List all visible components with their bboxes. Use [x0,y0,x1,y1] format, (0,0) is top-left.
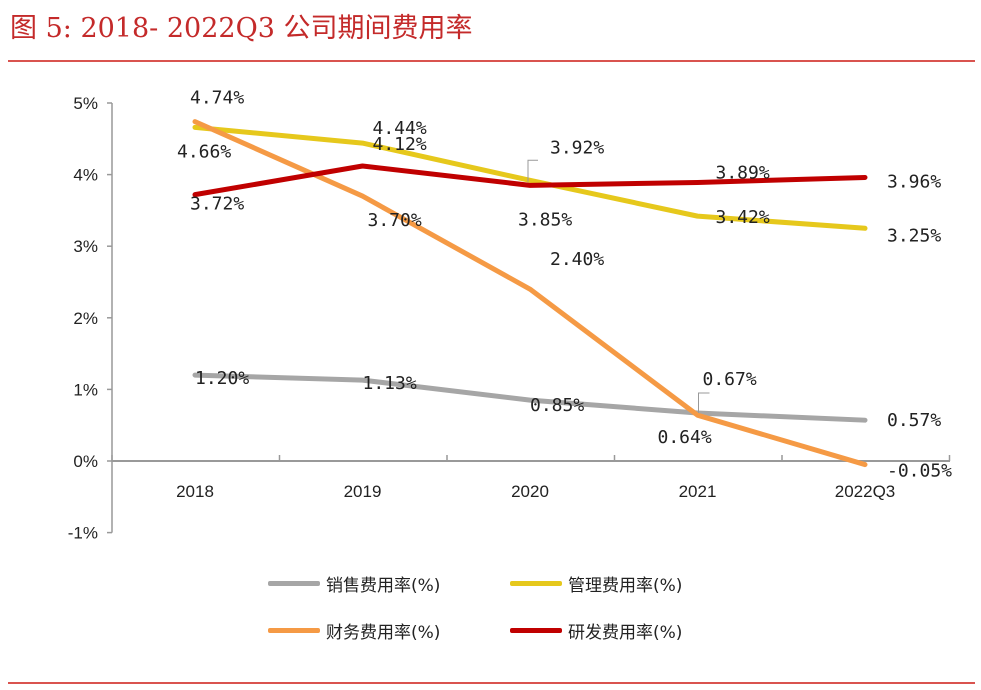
x-tick-label: 2021 [679,482,717,501]
legend-item-sales: 销售费用率(%) [268,571,440,596]
data-label: 1.20% [195,368,249,389]
data-label: 4.74% [190,88,244,109]
legend-swatch [268,628,320,633]
y-tick-label: 4% [73,166,98,185]
data-label: 0.57% [887,410,941,431]
y-tick-label: 2% [73,309,98,328]
data-label: 3.89% [716,162,770,183]
bottom-divider [8,682,975,684]
legend-item-admin: 管理费用率(%) [510,571,682,596]
data-label: 3.92% [550,137,604,158]
x-tick-label: 2018 [176,482,214,501]
y-tick-label: 5% [73,94,98,113]
legend-label: 财务费用率(%) [326,623,441,643]
legend-swatch [510,581,562,586]
data-label: 1.13% [363,373,417,394]
x-tick-label: 2022Q3 [835,482,896,501]
data-label: 2.40% [550,249,604,270]
data-label: 0.64% [658,427,712,448]
legend-item-rd: 研发费用率(%) [510,618,682,643]
leader-line [527,159,538,182]
data-label: 4.66% [177,141,231,162]
data-label: -0.05% [887,461,952,482]
data-label: 4.12% [373,134,427,155]
data-label: 0.67% [703,369,757,390]
y-tick-label: -1% [68,524,98,543]
legend-item-finance: 财务费用率(%) [268,618,440,643]
leader-line [698,392,710,414]
legend-swatch [510,628,562,633]
data-label: 3.25% [887,225,941,246]
data-label: 3.70% [368,210,422,231]
y-tick-label: 3% [73,237,98,256]
x-tick-label: 2019 [344,482,382,501]
data-label: 3.72% [190,194,244,215]
legend-label: 研发费用率(%) [568,623,683,643]
title-divider [8,60,975,62]
legend-swatch [268,581,320,586]
data-label: 3.96% [887,171,941,192]
data-label: 4.44% [373,118,427,139]
x-tick-label: 2020 [511,482,549,501]
data-label: 3.42% [716,207,770,228]
data-label: 0.85% [530,395,584,416]
legend-label: 销售费用率(%) [326,576,441,596]
data-label: 3.85% [518,209,572,230]
legend-label: 管理费用率(%) [568,576,683,596]
y-tick-label: 0% [73,452,98,471]
chart-title: 图 5: 2018- 2022Q3 公司期间费用率 [10,13,473,44]
y-tick-label: 1% [73,380,98,399]
